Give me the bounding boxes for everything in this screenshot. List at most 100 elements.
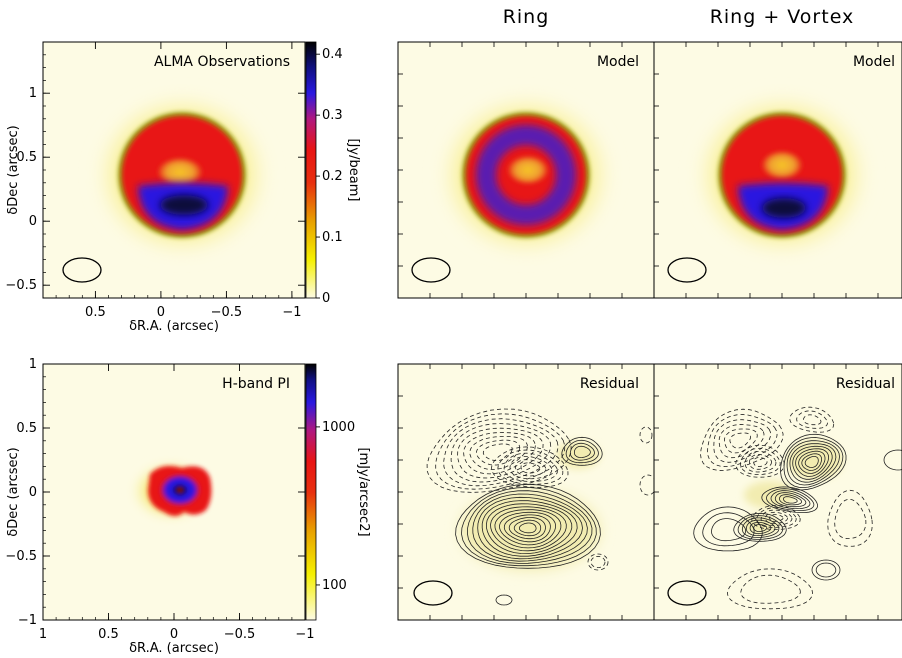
positive-contour bbox=[782, 496, 798, 504]
positive-contour bbox=[461, 486, 597, 567]
negative-contour bbox=[707, 414, 778, 468]
y-tick-label: 0.5 bbox=[16, 150, 37, 165]
negative-contour bbox=[834, 498, 867, 540]
negative-contour bbox=[735, 444, 785, 478]
negative-contour bbox=[700, 408, 784, 471]
positive-contour bbox=[561, 436, 603, 466]
negative-contour bbox=[749, 454, 773, 470]
hband-colorbar-unit: [mJy/arcsec2] bbox=[356, 447, 371, 536]
negative-contour bbox=[713, 419, 772, 463]
vortex-model-centre bbox=[762, 151, 802, 179]
positive-contour bbox=[783, 437, 844, 489]
hband-core bbox=[160, 474, 200, 506]
positive-contour bbox=[804, 456, 819, 468]
panel-inner-ticks bbox=[398, 42, 879, 620]
negative-contour bbox=[515, 459, 547, 477]
positive-contour bbox=[786, 440, 840, 486]
positive-contour bbox=[733, 512, 787, 542]
colorbar-tick-label: 100 bbox=[322, 578, 347, 593]
negative-contour bbox=[639, 474, 654, 496]
panel-hband bbox=[43, 364, 305, 620]
positive-contour bbox=[749, 522, 772, 535]
hband-xlabel: δR.A. (arcsec) bbox=[129, 641, 219, 656]
y-tick-label: 0 bbox=[29, 214, 37, 229]
ring-model-centre bbox=[508, 156, 548, 184]
y-tick-label: 1 bbox=[29, 86, 37, 101]
negative-contour bbox=[475, 439, 521, 466]
positive-contour bbox=[513, 519, 542, 537]
colorbar-tick-label: 1000 bbox=[322, 420, 355, 435]
vortex-residual-positive-fill-2 bbox=[744, 481, 796, 509]
negative-contour bbox=[435, 413, 566, 490]
hband-colorbar bbox=[305, 363, 317, 621]
axes-alma: 0.5 0 −0.5 −1 1 0.5 0 −0.5 bbox=[5, 42, 306, 320]
axes-hband: 1 0.5 0 −0.5 −110.50−0.5−1 bbox=[5, 357, 314, 642]
positive-contour bbox=[780, 433, 847, 491]
positive-contour bbox=[565, 439, 599, 464]
positive-contour bbox=[798, 450, 826, 474]
negative-contour bbox=[789, 406, 835, 433]
panel-vortex-model bbox=[654, 42, 902, 298]
negative-contour bbox=[450, 423, 552, 483]
ring-residual-beam bbox=[413, 580, 453, 606]
negative-contour bbox=[740, 574, 801, 604]
y-tick-label: 0 bbox=[29, 485, 37, 500]
positive-contour bbox=[519, 522, 537, 534]
negative-contour bbox=[426, 408, 572, 493]
hband-ylabel: δDec (arcsec) bbox=[6, 447, 21, 536]
label-ring-residual: Residual bbox=[580, 376, 639, 392]
colorbar-tick-label: 0 bbox=[322, 291, 330, 306]
y-tick-label: −1 bbox=[18, 613, 37, 628]
positive-contour bbox=[485, 503, 573, 555]
panel-vortex-residual bbox=[654, 364, 902, 620]
positive-contour bbox=[499, 511, 557, 546]
alma-colorbar bbox=[305, 41, 317, 299]
label-vortex-model: Model bbox=[853, 54, 895, 70]
alma-colorbar-unit: [Jy/beam] bbox=[346, 139, 361, 202]
x-tick-label: 0.5 bbox=[98, 627, 119, 642]
label-hband: H-band PI bbox=[222, 376, 290, 392]
positive-contour bbox=[574, 445, 591, 459]
negative-contour bbox=[509, 456, 553, 480]
positive-contour bbox=[466, 490, 593, 564]
alma-central-peak bbox=[158, 158, 202, 186]
colorbar-tick-label: 0.3 bbox=[322, 108, 343, 123]
positive-contour bbox=[779, 494, 803, 506]
positive-contour bbox=[495, 594, 513, 606]
negative-contour bbox=[457, 427, 544, 479]
title-ring-vortex: Ring + Vortex bbox=[710, 6, 855, 28]
positive-contour bbox=[477, 496, 583, 560]
panel-alma bbox=[43, 42, 305, 298]
positive-contour bbox=[455, 483, 601, 569]
colorbar-tick-label: 0.4 bbox=[322, 47, 343, 62]
hband-colorbar-ticks: 1000 100 bbox=[316, 420, 355, 593]
alma-beam bbox=[62, 257, 102, 283]
label-alma: ALMA Observations bbox=[154, 54, 290, 70]
panel-ring-residual bbox=[398, 364, 654, 620]
positive-contour bbox=[711, 518, 746, 542]
colorbar-tick-label: 0.1 bbox=[322, 230, 343, 245]
title-ring: Ring bbox=[503, 6, 550, 28]
x-tick-label: −0.5 bbox=[224, 627, 256, 642]
alma-emission-peak bbox=[160, 195, 208, 215]
negative-contour bbox=[765, 511, 789, 524]
negative-contour bbox=[497, 449, 564, 485]
positive-contour bbox=[693, 506, 763, 552]
x-tick-label: 1 bbox=[39, 627, 47, 642]
y-tick-label: −0.5 bbox=[5, 549, 37, 564]
positive-contour bbox=[745, 519, 776, 536]
positive-contour bbox=[569, 442, 595, 461]
ring-model-torus bbox=[476, 125, 576, 225]
negative-contour bbox=[769, 514, 784, 522]
negative-contour bbox=[639, 426, 653, 444]
y-tick-label: 0.5 bbox=[16, 421, 37, 436]
positive-contour bbox=[795, 448, 830, 477]
label-vortex-residual: Residual bbox=[836, 376, 895, 392]
negative-contour bbox=[482, 443, 513, 462]
x-tick-label: −1 bbox=[295, 627, 314, 642]
negative-contour bbox=[740, 447, 781, 475]
x-tick-label: −1 bbox=[282, 305, 301, 320]
positive-contour bbox=[766, 488, 815, 511]
label-ring-model: Model bbox=[597, 54, 639, 70]
negative-contour bbox=[729, 432, 751, 449]
